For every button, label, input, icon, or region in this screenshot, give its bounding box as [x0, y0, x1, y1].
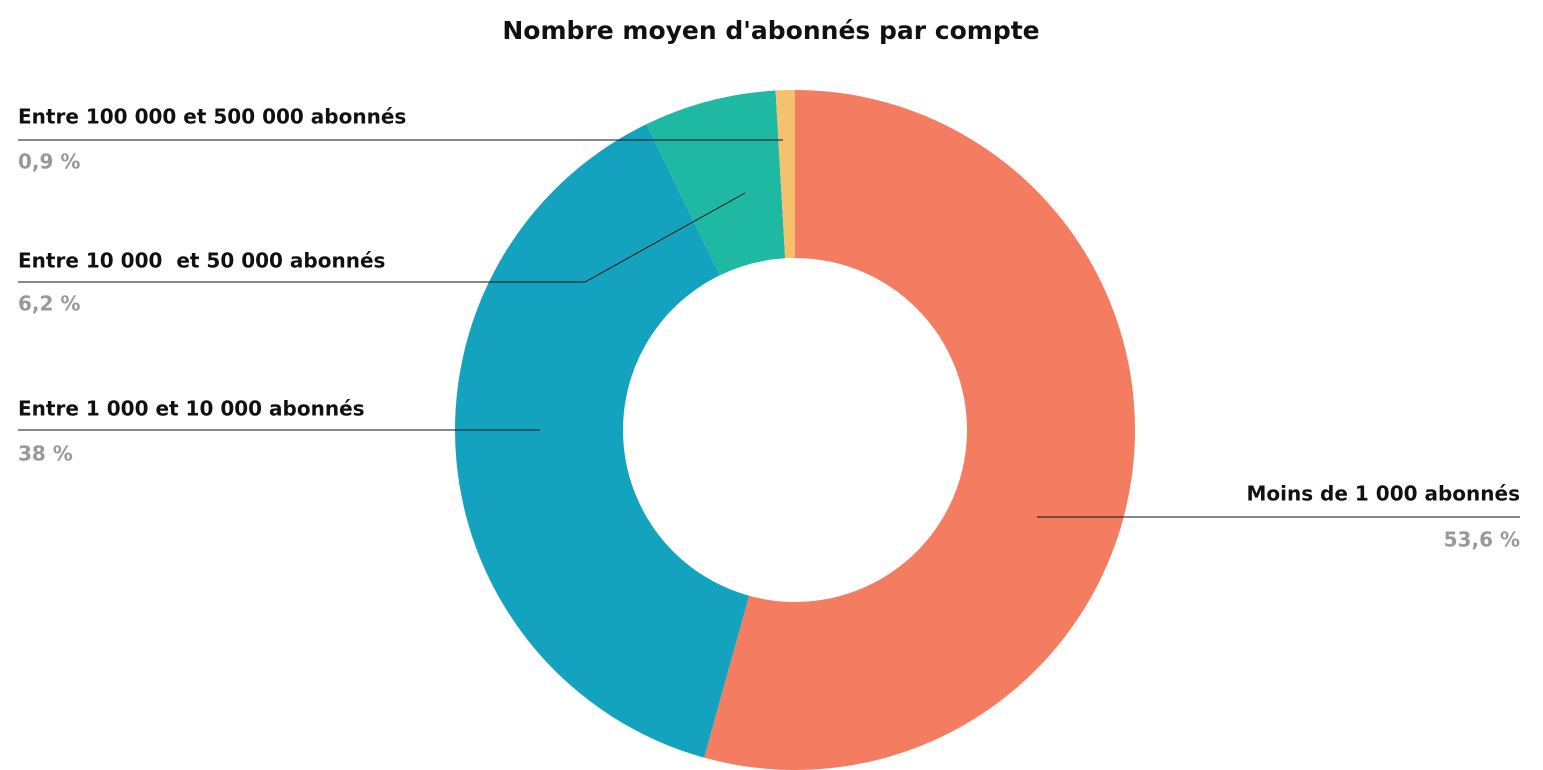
category-label: Entre 10 000 et 50 000 abonnés — [18, 249, 385, 273]
value-label: 38 % — [18, 442, 73, 466]
donut-slice — [704, 90, 1135, 770]
category-label: Entre 1 000 et 10 000 abonnés — [18, 397, 365, 421]
donut-slice — [775, 90, 795, 259]
value-label: 0,9 % — [18, 150, 80, 174]
donut-slice — [454, 124, 750, 758]
chart-title: Nombre moyen d'abonnés par compte — [502, 16, 1039, 45]
leader-line — [18, 192, 746, 283]
category-label: Entre 100 000 et 500 000 abonnés — [18, 105, 406, 129]
value-label: 6,2 % — [18, 292, 80, 316]
donut-slice — [646, 90, 786, 276]
value-label: 53,6 % — [1444, 528, 1520, 552]
category-label: Moins de 1 000 abonnés — [1246, 482, 1520, 506]
